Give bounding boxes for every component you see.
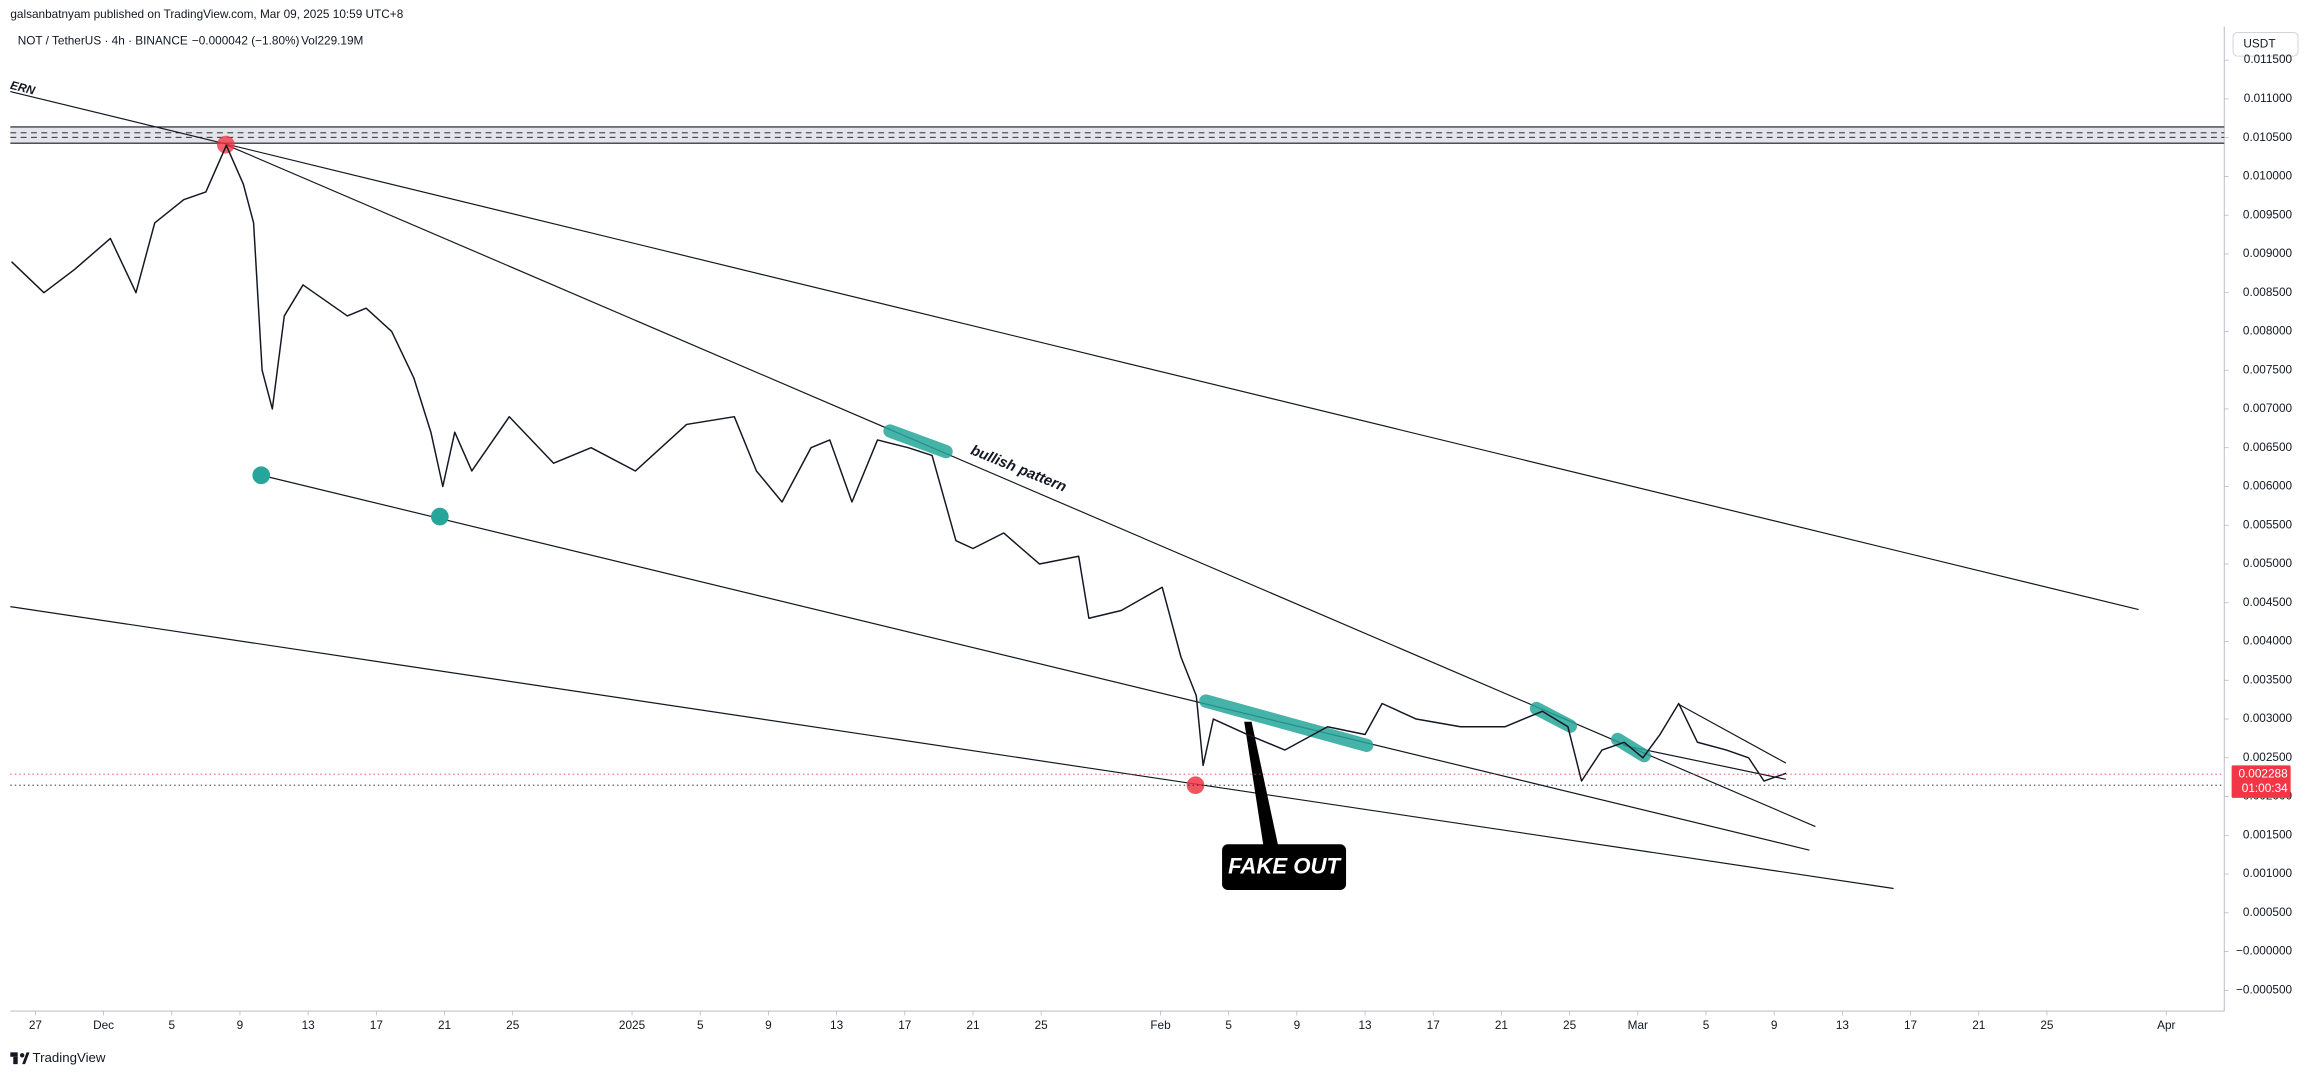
x-tick-label: Dec bbox=[93, 1018, 114, 1032]
x-tick-label: 27 bbox=[29, 1018, 42, 1032]
x-tick-label: 17 bbox=[1904, 1018, 1917, 1032]
y-tick-label: 0.002500 bbox=[2243, 750, 2293, 764]
logo bbox=[13, 1056, 18, 1065]
annotation: FAKE OUT bbox=[1228, 854, 1342, 879]
last-price-box bbox=[2231, 765, 2291, 798]
logo bbox=[10, 1052, 18, 1057]
publisher: galsanbatnyam published on TradingView.c… bbox=[10, 7, 403, 21]
x-tick-label: 25 bbox=[1563, 1018, 1577, 1032]
y-tick-label: 0.005500 bbox=[2243, 517, 2293, 531]
y-tick-label: 0.007500 bbox=[2243, 362, 2293, 376]
x-tick-label: 21 bbox=[438, 1018, 451, 1032]
callout-pointer bbox=[1244, 721, 1279, 846]
y-tick-label: 0.000500 bbox=[2243, 905, 2293, 919]
callout-box bbox=[1222, 844, 1347, 890]
trend-line bbox=[261, 474, 1810, 851]
x-tick-label: 9 bbox=[1294, 1018, 1301, 1032]
x-tick-label: 9 bbox=[237, 1018, 244, 1032]
y-tick-label: 0.008000 bbox=[2243, 324, 2293, 338]
y-tick-label: 0.007000 bbox=[2243, 401, 2293, 415]
x-tick-label: 21 bbox=[966, 1018, 979, 1032]
x-tick-label: Apr bbox=[2157, 1018, 2175, 1032]
trend-line bbox=[10, 606, 1894, 890]
y-tick-label: 0.001500 bbox=[2243, 827, 2293, 841]
x-tick-label: 5 bbox=[1225, 1018, 1232, 1032]
x-tick-label: 17 bbox=[370, 1018, 383, 1032]
x-tick-label: 13 bbox=[302, 1018, 316, 1032]
trend-line bbox=[225, 144, 1816, 828]
y-tick-label: 0.009500 bbox=[2243, 207, 2293, 221]
x-tick-label: 25 bbox=[2040, 1018, 2054, 1032]
currency-box[interactable] bbox=[2232, 31, 2299, 57]
symbol: NOT / TetherUS · 4h · BINANCE bbox=[18, 33, 188, 47]
x-tick-label: 5 bbox=[168, 1018, 175, 1032]
y-tick-label: 0.010500 bbox=[2243, 130, 2293, 144]
x-tick-label: 5 bbox=[1703, 1018, 1710, 1032]
y-tick-label: 0.009000 bbox=[2243, 246, 2293, 260]
y-tick-label: −0.000000 bbox=[2236, 944, 2293, 958]
y-tick-label: 0.004000 bbox=[2243, 634, 2293, 648]
x-tick-label: 2025 bbox=[619, 1018, 646, 1032]
x-tick-label: 17 bbox=[1427, 1018, 1440, 1032]
x-tick-label: 13 bbox=[1358, 1018, 1372, 1032]
pivot-marker bbox=[216, 135, 235, 154]
trend-line bbox=[10, 90, 2139, 611]
y-tick-label: 0.003000 bbox=[2243, 711, 2293, 725]
annotation: ERN bbox=[9, 78, 37, 98]
countdown: 01:00:34 bbox=[2242, 781, 2288, 795]
x-tick-label: 25 bbox=[1035, 1018, 1049, 1032]
y-tick-label: −0.000500 bbox=[2236, 982, 2293, 996]
y-tick-label: 0.004500 bbox=[2243, 595, 2293, 609]
x-tick-label: 9 bbox=[765, 1018, 772, 1032]
x-tick-label: 9 bbox=[1771, 1018, 1778, 1032]
trend-line bbox=[1677, 703, 1787, 764]
x-tick-label: 21 bbox=[1972, 1018, 1985, 1032]
pivot-marker bbox=[430, 507, 449, 526]
change: −0.000042 (−1.80%) bbox=[192, 33, 300, 47]
volume: Vol229.19M bbox=[301, 33, 363, 47]
x-tick-label: Feb bbox=[1150, 1018, 1171, 1032]
trend-lines bbox=[10, 90, 2139, 890]
x-tick-label: 21 bbox=[1495, 1018, 1508, 1032]
logo bbox=[22, 1052, 30, 1065]
last-price-label: 0.002288 bbox=[2238, 766, 2288, 780]
x-tick-label: 17 bbox=[898, 1018, 911, 1032]
y-tick-label: 0.003500 bbox=[2243, 672, 2293, 686]
y-tick-label: 0.011000 bbox=[2244, 91, 2293, 105]
highlight bbox=[883, 424, 953, 459]
resistance-zone bbox=[10, 126, 2225, 144]
y-tick-label: 0.005000 bbox=[2243, 556, 2293, 570]
brand: TradingView bbox=[32, 1050, 105, 1065]
x-tick-label: 13 bbox=[1836, 1018, 1850, 1032]
price-line bbox=[11, 144, 1787, 782]
y-tick-label: 0.010000 bbox=[2243, 169, 2293, 183]
y-tick-label: 0.006500 bbox=[2243, 440, 2293, 454]
logo bbox=[19, 1053, 25, 1058]
y-tick-label: 0.011500 bbox=[2244, 52, 2293, 66]
pivot-marker bbox=[1186, 776, 1205, 795]
pivot-marker bbox=[252, 466, 271, 485]
currency: USDT bbox=[2243, 36, 2275, 50]
y-tick-label: 0.001000 bbox=[2243, 866, 2293, 880]
y-tick-label: 0.008500 bbox=[2243, 285, 2293, 299]
y-tick-label: 0.006000 bbox=[2243, 479, 2293, 493]
x-tick-label: Mar bbox=[1628, 1018, 1648, 1032]
x-tick-label: 25 bbox=[506, 1018, 520, 1032]
highlight bbox=[1199, 694, 1374, 752]
highlights bbox=[883, 424, 1651, 763]
x-tick-label: 13 bbox=[830, 1018, 844, 1032]
x-tick-label: 5 bbox=[697, 1018, 704, 1032]
